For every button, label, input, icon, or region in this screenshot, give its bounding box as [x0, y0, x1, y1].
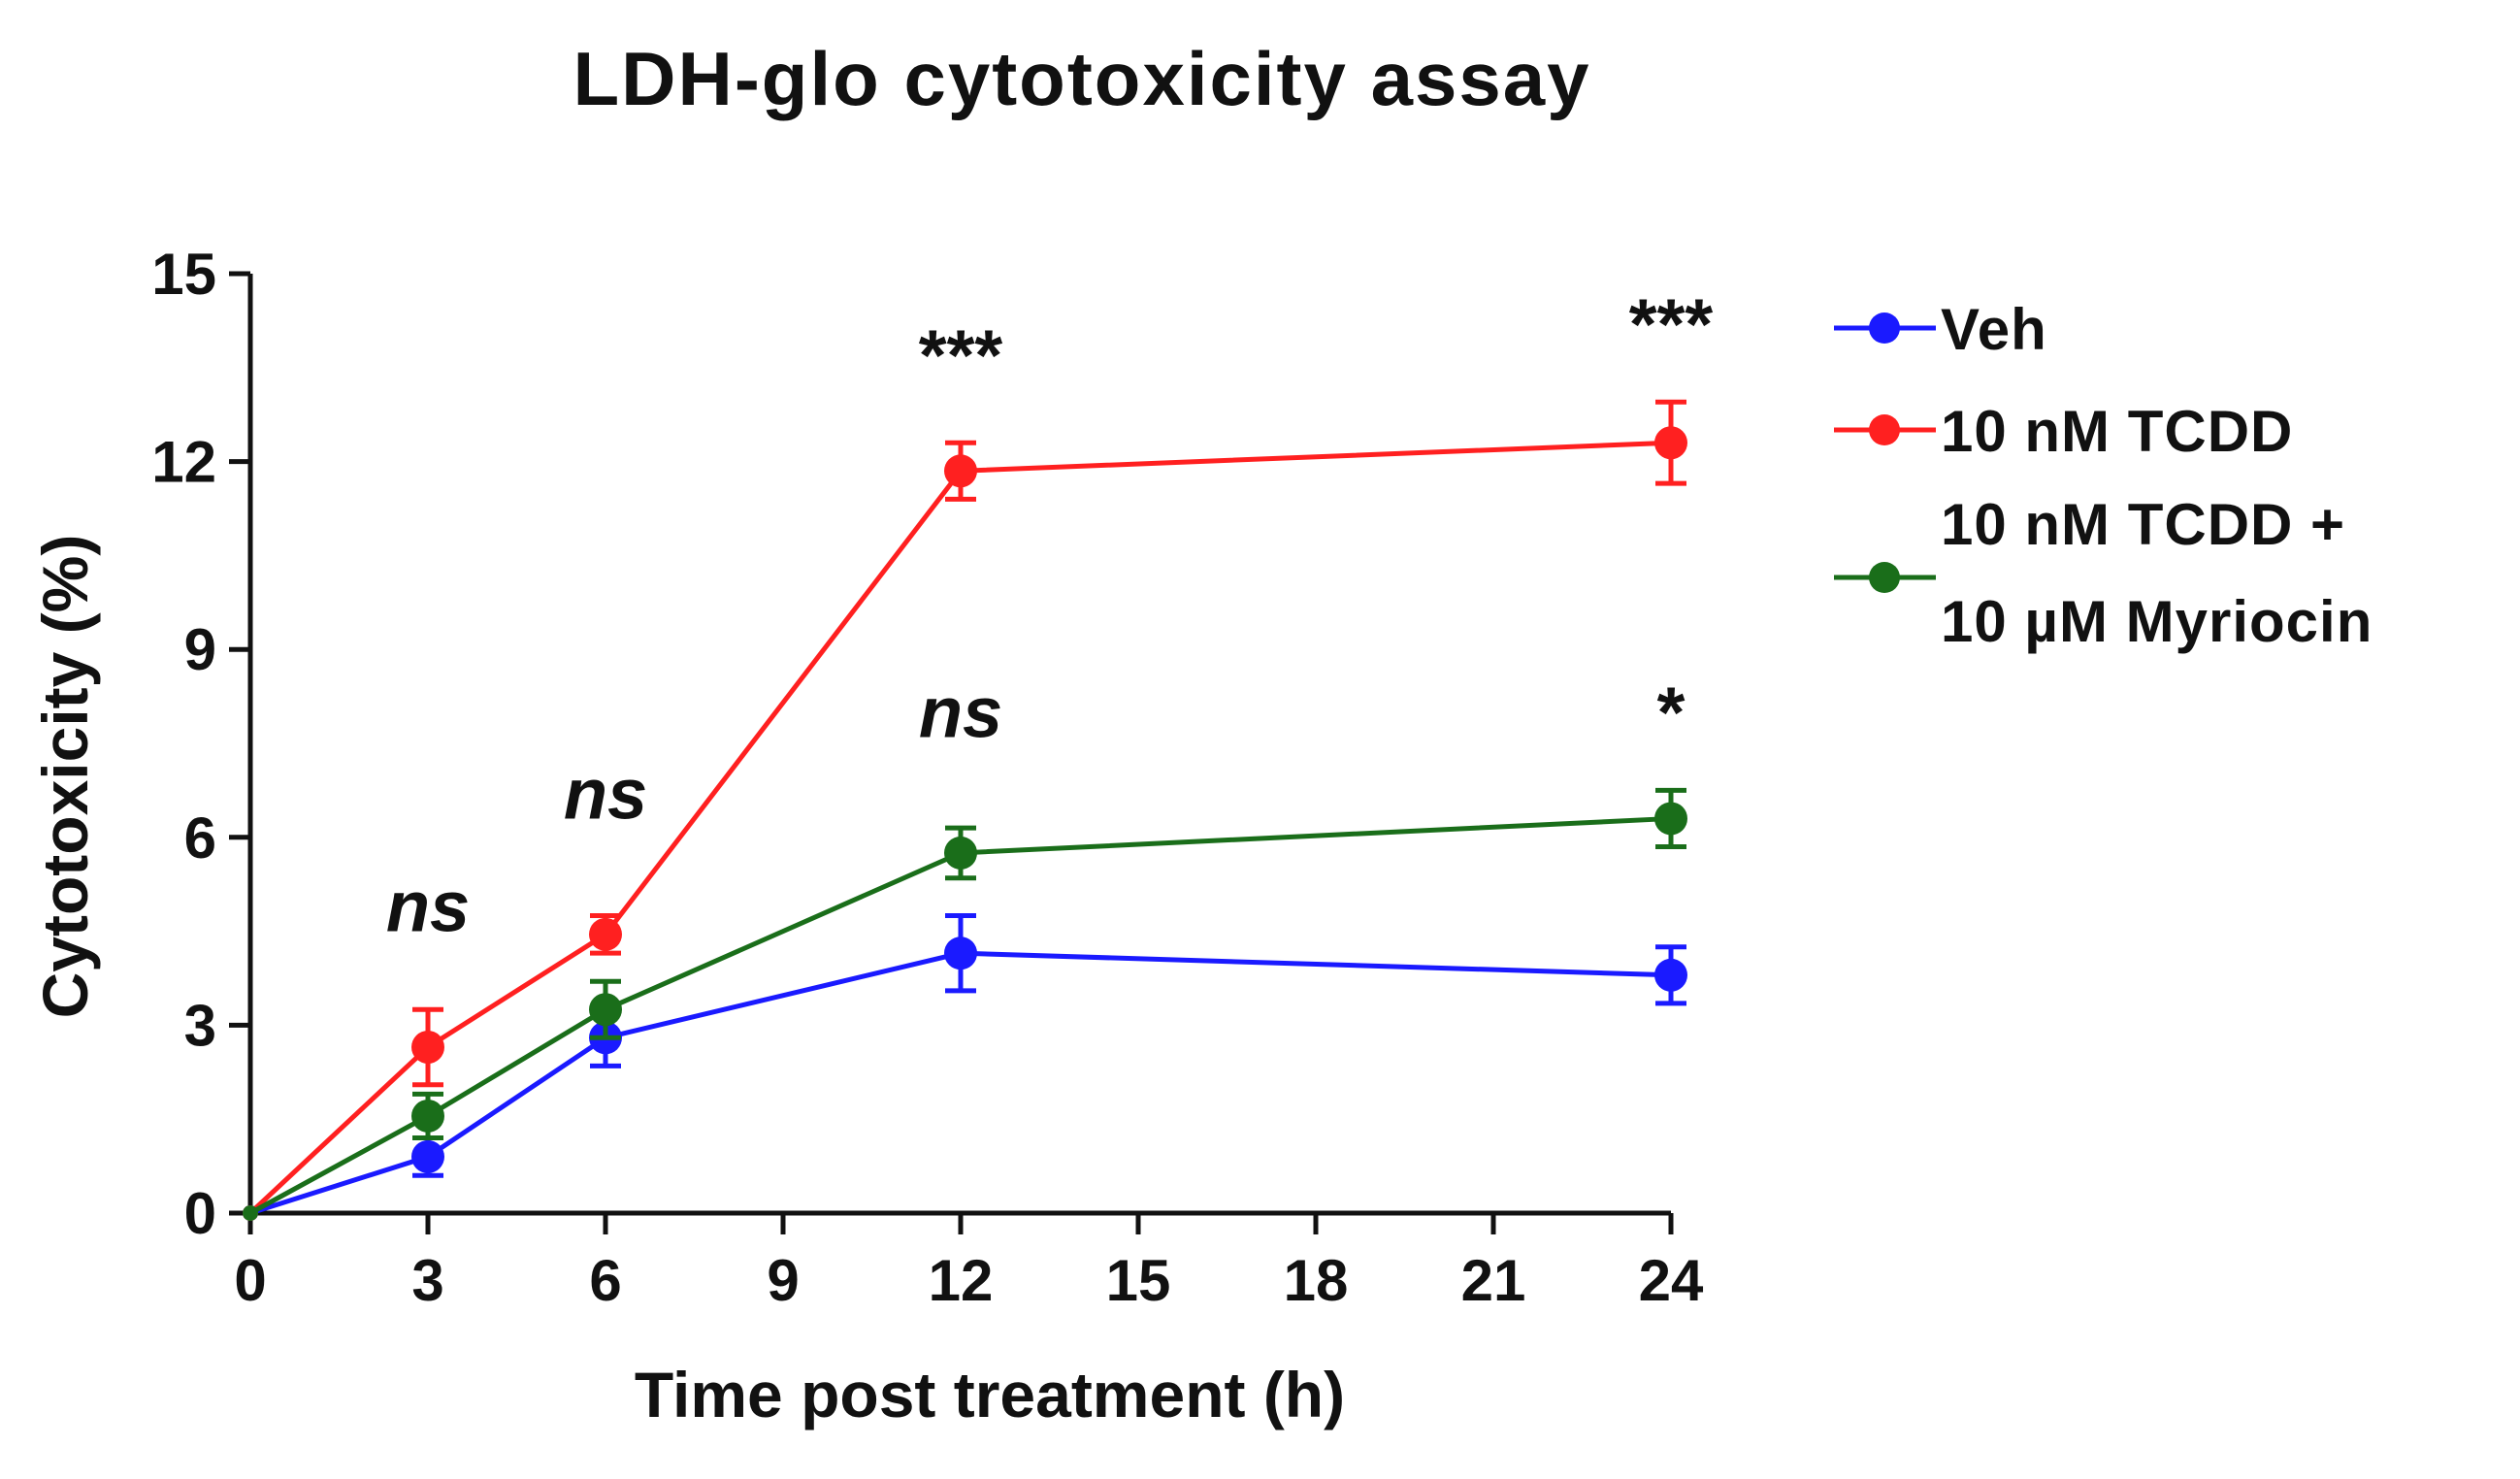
- x-tick-label: 9: [767, 1248, 799, 1313]
- series-layer: [243, 399, 1687, 1221]
- x-tick-label: 21: [1461, 1248, 1526, 1313]
- significance-annotation: ***: [919, 315, 1003, 396]
- chart-title: LDH-glo cytotoxicity assay: [573, 36, 1591, 121]
- legend-marker: [1869, 312, 1900, 344]
- legend-label: 10 µM Myriocin: [1941, 589, 2373, 654]
- legend-marker: [1869, 562, 1900, 593]
- x-tick-label: 15: [1106, 1248, 1171, 1313]
- series-2: [243, 787, 1687, 1221]
- legend-item-2: 10 nM TCDD + 10 µM Myriocin: [1834, 492, 2373, 654]
- data-point: [1654, 958, 1687, 992]
- significance-annotation: ***: [1629, 283, 1714, 364]
- legend-marker: [1869, 414, 1900, 445]
- data-point: [944, 454, 977, 488]
- x-tick-label: 12: [929, 1248, 994, 1313]
- x-tick-label: 6: [589, 1248, 621, 1313]
- data-point: [944, 937, 977, 970]
- legend: Veh 10 nM TCDD 10 nM TCDD + 10 µM Myriocin: [1834, 297, 2373, 654]
- data-point: [589, 917, 622, 951]
- data-point: [411, 1139, 444, 1173]
- legend-item-1: 10 nM TCDD: [1834, 399, 2293, 464]
- y-tick-label: 15: [151, 242, 216, 307]
- x-tick-label: 24: [1639, 1248, 1704, 1313]
- y-tick-label: 9: [184, 617, 216, 682]
- series-1: [243, 399, 1687, 1221]
- y-tick-label: 3: [184, 993, 216, 1058]
- axes: 0 3 6 9 12 15 18 21 24 0 3 6 9 12 15: [151, 242, 1704, 1313]
- data-point: [944, 836, 977, 870]
- y-tick-label: 12: [151, 430, 216, 495]
- legend-label: 10 nM TCDD: [1941, 399, 2293, 464]
- series-0: [243, 912, 1687, 1221]
- data-point: [243, 1205, 258, 1221]
- significance-annotation: ns: [919, 673, 1002, 753]
- x-axis-label: Time post treatment (h): [635, 1359, 1345, 1430]
- legend-label: 10 nM TCDD +: [1941, 492, 2345, 557]
- data-point: [589, 993, 622, 1027]
- x-tick-label: 18: [1284, 1248, 1349, 1313]
- data-point: [1654, 802, 1687, 836]
- x-tick-label: 0: [234, 1248, 266, 1313]
- data-point: [411, 1030, 444, 1064]
- x-tick-label: 3: [411, 1248, 443, 1313]
- y-tick-label: 6: [184, 805, 216, 871]
- data-point: [1654, 426, 1687, 460]
- data-point: [411, 1099, 444, 1133]
- y-axis-label: Cytotoxicity (%): [29, 535, 101, 1019]
- significance-annotation: *: [1657, 673, 1685, 753]
- legend-label: Veh: [1941, 297, 2047, 362]
- legend-item-0: Veh: [1834, 297, 2047, 362]
- significance-annotation: ns: [386, 867, 470, 947]
- significance-annotation: ns: [564, 753, 647, 834]
- y-tick-label: 0: [184, 1181, 216, 1246]
